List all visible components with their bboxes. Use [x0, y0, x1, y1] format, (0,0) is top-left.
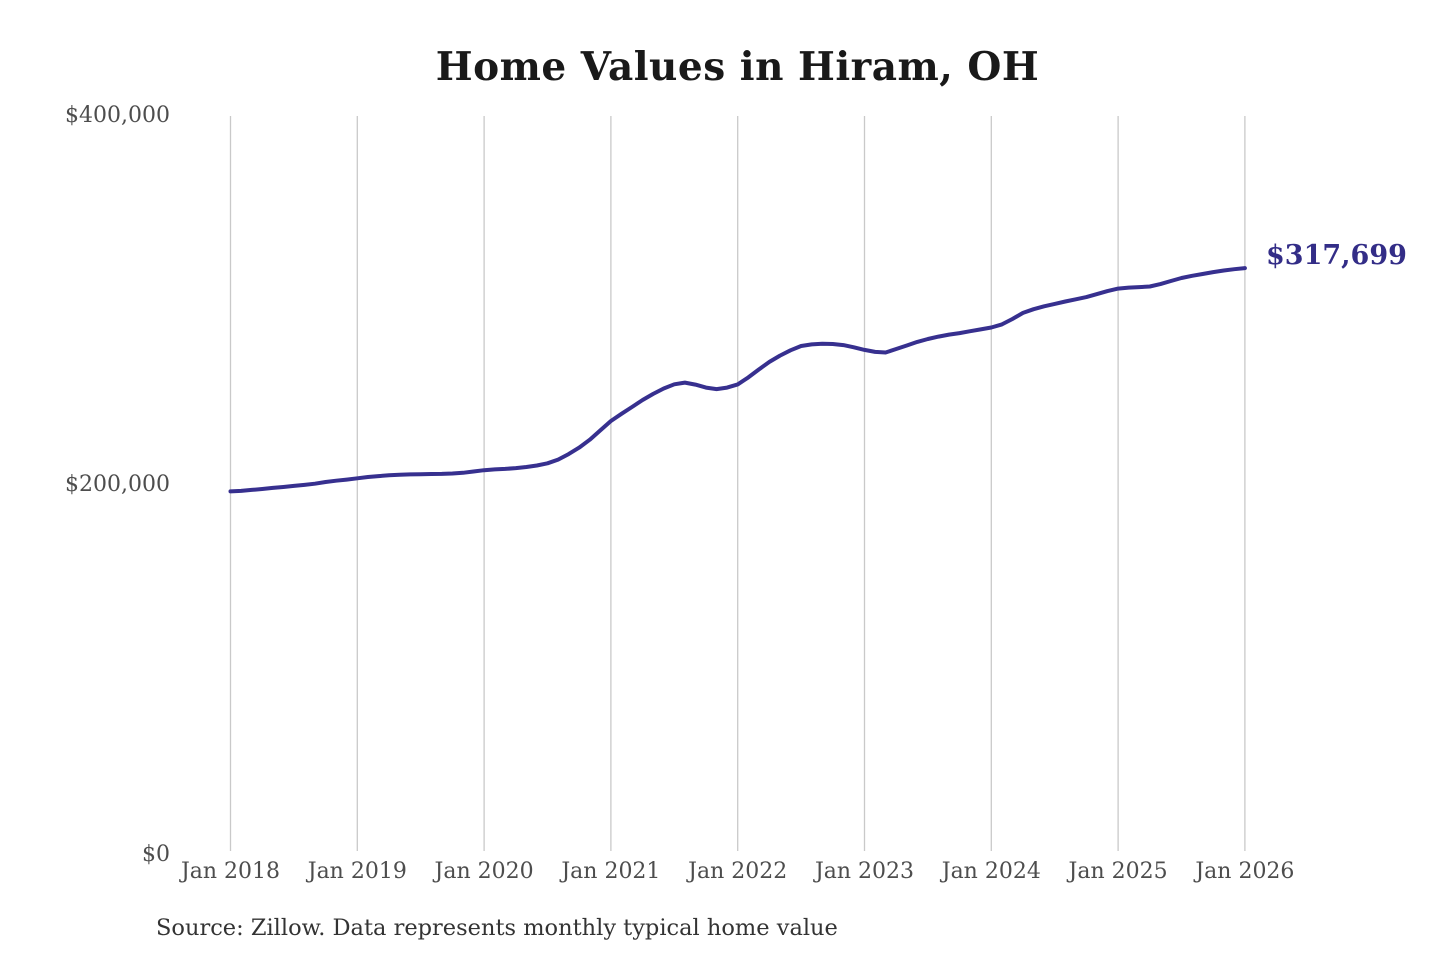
y-axis-tick-label-0: $0: [142, 842, 170, 867]
x-axis-tick-label: Jan 2026: [1195, 859, 1295, 884]
x-axis-tick-label: Jan 2022: [688, 859, 788, 884]
x-axis-tick-label: Jan 2025: [1068, 859, 1168, 884]
x-axis-tick-label: Jan 2023: [814, 859, 915, 884]
x-axis-tick-label: Jan 2019: [307, 859, 407, 884]
y-axis-tick-label-400k: $400,000: [65, 103, 170, 128]
chart-title: Home Values in Hiram, OH: [435, 44, 1040, 90]
x-axis-tick-label: Jan 2020: [434, 859, 534, 884]
home-value-line: [228, 266, 1247, 494]
x-axis-tick-label: Jan 2021: [561, 859, 661, 884]
source-note: Source: Zillow. Data represents monthly …: [156, 915, 838, 941]
latest-value-label: $317,699: [1266, 240, 1407, 271]
x-axis-tick-label: Jan 2024: [941, 859, 1041, 884]
year-gridlines: [229, 116, 1246, 851]
y-axis-tick-label-200k: $200,000: [65, 472, 170, 497]
x-axis-tick-label: Jan 2018: [180, 859, 281, 884]
